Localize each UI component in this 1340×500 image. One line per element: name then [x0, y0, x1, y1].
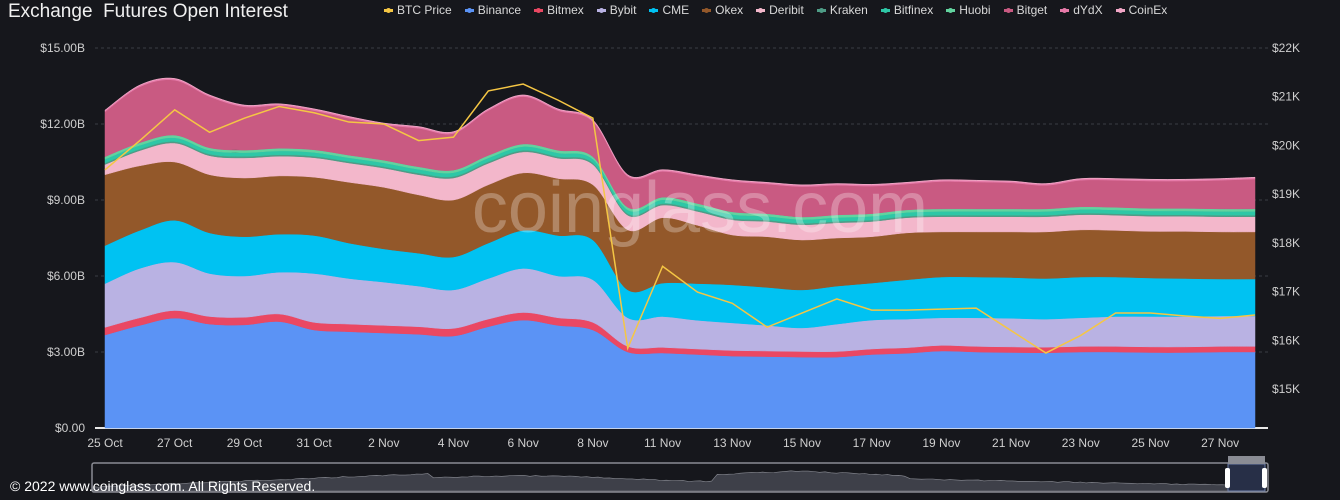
- y-right-tick-label: $15K: [1272, 382, 1300, 396]
- x-tick-label: 8 Nov: [577, 436, 608, 450]
- y-left-tick-label: $6.00B: [47, 269, 85, 283]
- x-tick-label: 4 Nov: [438, 436, 469, 450]
- watermark: coinglass.com: [472, 168, 928, 248]
- y-right-tick-label: $20K: [1272, 138, 1300, 152]
- y-left-tick-label: $15.00B: [40, 41, 85, 55]
- copyright: © 2022 www.coinglass.com. All Rights Res…: [10, 478, 315, 494]
- y-left-tick-label: $3.00B: [47, 345, 85, 359]
- x-tick-label: 25 Oct: [87, 436, 123, 450]
- x-tick-label: 2 Nov: [368, 436, 399, 450]
- y-left-tick-label: $12.00B: [40, 117, 85, 131]
- x-tick-label: 6 Nov: [508, 436, 539, 450]
- x-tick-label: 13 Nov: [713, 436, 751, 450]
- y-right-tick-label: $22K: [1272, 41, 1300, 55]
- x-tick-label: 25 Nov: [1131, 436, 1169, 450]
- x-tick-label: 23 Nov: [1062, 436, 1100, 450]
- y-right-tick-label: $16K: [1272, 333, 1300, 347]
- navigator-drag-bar[interactable]: [1228, 456, 1265, 464]
- y-left-tick-label: $9.00B: [47, 193, 85, 207]
- navigator-left-handle[interactable]: [1225, 468, 1230, 488]
- x-tick-label: 31 Oct: [296, 436, 332, 450]
- x-tick-label: 17 Nov: [853, 436, 891, 450]
- x-tick-label: 21 Nov: [992, 436, 1030, 450]
- x-tick-label: 27 Oct: [157, 436, 193, 450]
- y-right-tick-label: $17K: [1272, 285, 1300, 299]
- x-tick-label: 29 Oct: [227, 436, 263, 450]
- navigator-selection: [1228, 464, 1265, 491]
- y-right-tick-label: $21K: [1272, 90, 1300, 104]
- y-right-tick-label: $19K: [1272, 187, 1300, 201]
- y-right-tick-label: $18K: [1272, 236, 1300, 250]
- x-tick-label: 15 Nov: [783, 436, 821, 450]
- x-tick-label: 27 Nov: [1201, 436, 1239, 450]
- x-tick-label: 11 Nov: [644, 436, 681, 450]
- x-tick-label: 19 Nov: [922, 436, 960, 450]
- y-left-tick-label: $0.00: [55, 421, 85, 435]
- navigator-right-handle[interactable]: [1262, 468, 1267, 488]
